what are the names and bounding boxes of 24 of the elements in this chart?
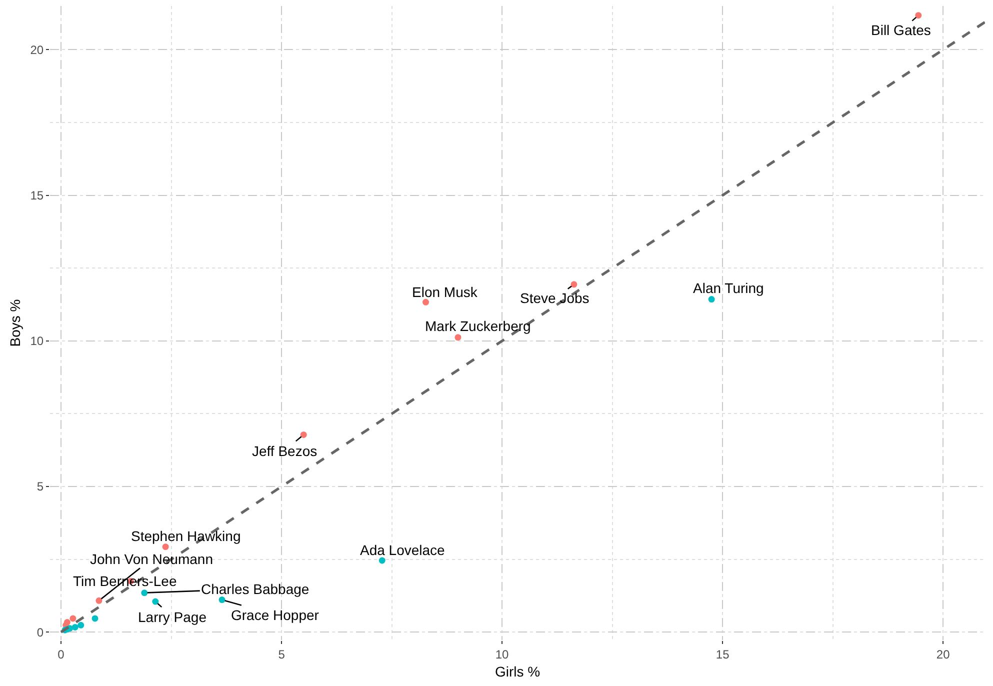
annotation: Mark Zuckerberg [425, 318, 531, 334]
y-tick-label: 5 [36, 480, 44, 494]
x-tick-label: 10 [495, 647, 510, 662]
annotation: John Von Neumann [90, 551, 213, 567]
annotation: Alan Turing [693, 280, 764, 296]
annotation: Ada Lovelace [360, 542, 446, 558]
annotation: Elon Musk [412, 284, 478, 300]
annotation: Stephen Hawking [131, 528, 241, 544]
annotation: Larry Page [138, 609, 207, 625]
annotation: Jeff Bezos [252, 443, 318, 459]
x-tick-label: 5 [278, 647, 286, 662]
x-tick-label: 0 [58, 647, 65, 662]
annotation: Grace Hopper [231, 607, 320, 623]
annotation: Charles Babbage [201, 581, 310, 597]
y-tick-label: 0 [36, 625, 44, 640]
x-tick-label: 20 [936, 647, 950, 662]
y-axis-title: Boys % [6, 299, 23, 347]
y-tick-label: 20 [30, 42, 44, 57]
y-tick-label: 15 [30, 188, 44, 202]
x-axis-title: Girls % [494, 664, 540, 680]
x-tick-label: 15 [716, 647, 730, 662]
annotation: Bill Gates [871, 22, 931, 38]
y-tick-label: 10 [30, 334, 44, 348]
annotation: Steve Jobs [520, 290, 590, 306]
